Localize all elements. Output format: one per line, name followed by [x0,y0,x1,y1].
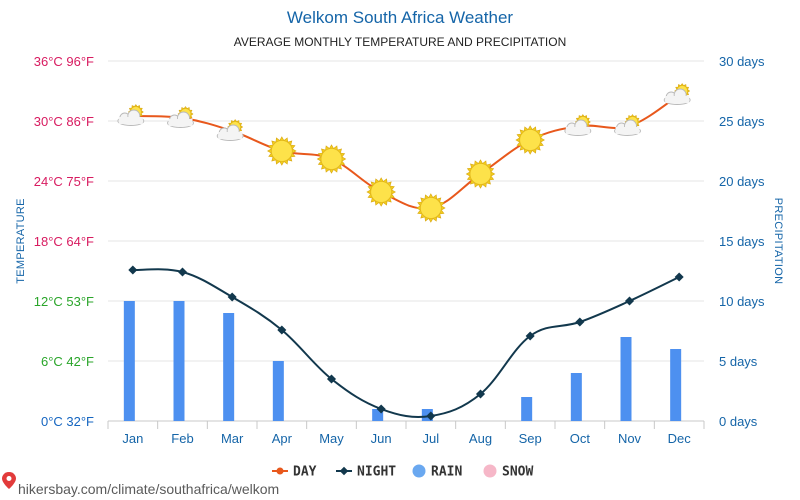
y-tick-label-left: 24°C 75°F [34,174,94,189]
y-tick-label-left: 6°C 42°F [41,354,94,369]
night-line [132,268,680,418]
y-tick-label-left: 18°C 64°F [34,234,94,249]
y-axis-title-left: TEMPERATURE [15,198,27,284]
x-tick-label: May [319,431,344,446]
partly-cloudy-icon [663,83,691,105]
partly-cloudy-icon [614,114,641,136]
day-line [132,94,680,210]
legend-item-snow[interactable]: SNOW [483,464,534,480]
x-tick-label: Oct [570,431,591,446]
y-tick-label-right: 0 days [719,414,758,429]
x-tick-label: Nov [618,431,642,446]
night-point [177,267,188,277]
night-point [575,317,585,327]
legend-item-day[interactable]: DAY [272,465,317,480]
legend-label: DAY [293,465,317,480]
legend-label: SNOW [502,465,533,480]
rain-bar [372,409,384,421]
y-tick-label-left: 12°C 53°F [34,294,94,309]
sun-icon [515,125,545,155]
legend-label: RAIN [431,465,462,480]
left-axis: 0°C 32°F 6°C 42°F 12°C 53°F 18°C 64°F 24°C 7… [34,54,94,429]
x-tick-label: Feb [171,431,193,446]
partly-cloudy-icon [216,119,244,141]
chart-title: Welkom South Africa Weather [287,8,513,27]
rain-bar [223,313,235,421]
y-tick-label-left: 0°C 32°F [41,414,94,429]
rain-bar [670,349,682,421]
rain-bar [521,397,533,421]
legend-item-rain[interactable]: RAIN [412,464,463,480]
x-tick-label: Mar [221,431,244,446]
sun-icon [316,144,347,174]
x-axis: Jan Feb Mar Apr May Jun Jul Aug Sep Oct Nov Dec [122,431,691,446]
y-tick-label-right: 10 days [719,294,765,309]
night-point [227,292,237,302]
y-tick-label-right: 20 days [719,174,765,189]
location-pin-icon [2,472,16,489]
night-point [128,265,138,275]
day-series [132,94,680,210]
sun-icon [465,159,496,189]
y-tick-label-left: 36°C 96°F [34,54,94,69]
night-point [624,296,635,306]
rain-bar [272,361,284,421]
footer-url[interactable]: hikersbay.com/climate/southafrica/welkom [18,481,279,497]
partly-cloudy-icon [167,106,194,128]
sun-icon [366,177,396,207]
rain-bar [570,373,582,421]
partly-cloudy-icon [564,114,592,136]
y-tick-label-right: 30 days [719,54,765,69]
x-tick-label: Jun [371,431,392,446]
chart-subtitle: AVERAGE MONTHLY TEMPERATURE AND PRECIPIT… [234,35,567,49]
partly-cloudy-icon [117,104,145,126]
rain-bar [173,301,185,421]
y-tick-label-right: 15 days [719,234,765,249]
y-axis-title-right: PRECIPITATION [772,198,784,285]
gridlines [107,60,705,429]
rain-bar [123,301,135,421]
x-tick-label: Aug [469,431,492,446]
night-point [674,272,684,282]
legend: DAY NIGHT RAIN SNOW [272,464,534,480]
legend-item-night[interactable]: NIGHT [336,465,396,480]
night-series [128,265,684,421]
x-tick-label: Sep [519,431,542,446]
legend-label: NIGHT [357,465,396,480]
sun-icon [416,193,446,223]
x-tick-label: Jul [423,431,440,446]
x-tick-label: Jan [122,431,143,446]
x-tick-label: Apr [272,431,293,446]
y-tick-label-left: 30°C 86°F [34,114,94,129]
y-tick-label-right: 5 days [719,354,758,369]
footer: hikersbay.com/climate/southafrica/welkom [2,472,279,497]
right-axis: 0 days 5 days 10 days 15 days 20 days 25 days… [719,54,765,429]
weather-icons [117,83,691,223]
y-tick-label-right: 25 days [719,114,765,129]
rain-bar [620,337,632,421]
x-tick-label: Dec [668,431,692,446]
sun-icon [267,136,297,166]
